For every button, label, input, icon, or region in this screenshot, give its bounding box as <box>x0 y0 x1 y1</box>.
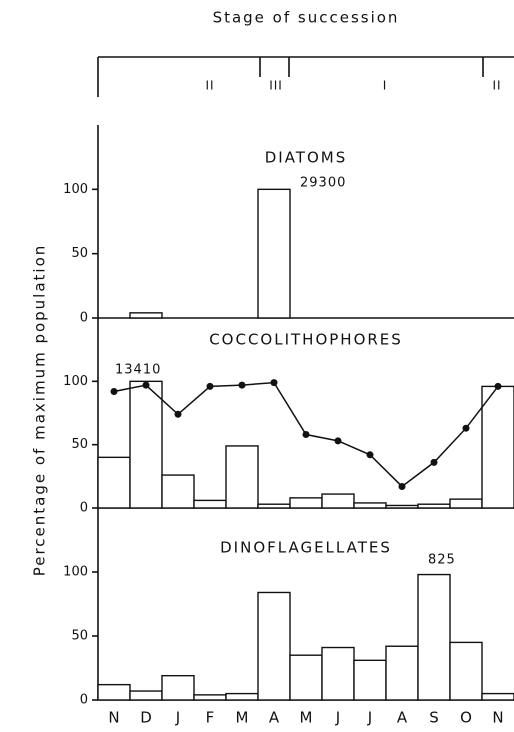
annotation: 29300 <box>300 176 346 191</box>
stage-label: II <box>492 79 501 93</box>
x-tick-label: A <box>269 709 280 727</box>
bar <box>225 692 259 701</box>
x-tick-label: M <box>300 709 313 727</box>
bar <box>481 385 514 509</box>
bar <box>417 503 451 509</box>
y-tick-label: 0 <box>80 501 88 516</box>
y-axis-label: Percentage of maximum population <box>31 244 49 577</box>
bar <box>225 445 259 509</box>
point <box>302 431 310 439</box>
bar <box>353 502 387 509</box>
point <box>206 382 214 390</box>
stage-label: I <box>383 79 388 93</box>
bar <box>129 312 163 319</box>
stage-label: III <box>269 79 283 93</box>
bar <box>97 683 131 701</box>
point <box>494 382 502 390</box>
bar <box>417 573 451 701</box>
point <box>398 482 406 490</box>
bar <box>385 645 419 701</box>
y-tick-label: 100 <box>63 182 88 197</box>
bar <box>481 692 514 701</box>
bar <box>385 504 419 509</box>
x-tick-label: N <box>492 709 503 727</box>
bar <box>449 498 483 509</box>
x-tick-label: J <box>175 709 180 727</box>
x-tick-label: M <box>236 709 249 727</box>
annotation: 13410 <box>115 363 161 378</box>
point <box>238 381 246 389</box>
bar <box>289 654 323 701</box>
point <box>110 387 118 395</box>
point <box>366 451 374 459</box>
bar <box>161 674 195 701</box>
x-tick-label: N <box>108 709 119 727</box>
stage-bar <box>97 56 514 97</box>
x-tick-label: D <box>140 709 152 727</box>
x-tick-label: O <box>460 709 472 727</box>
panel-title: DINOFLAGELLATES <box>220 539 392 557</box>
y-tick-label: 50 <box>71 437 88 452</box>
bar <box>321 493 355 509</box>
bar <box>97 456 131 509</box>
bar <box>129 380 163 509</box>
y-tick-label: 0 <box>80 311 88 326</box>
x-tick-label: J <box>367 709 372 727</box>
x-tick-label: J <box>335 709 340 727</box>
point <box>142 381 150 389</box>
point <box>270 379 278 387</box>
bar <box>257 503 291 509</box>
bar <box>353 659 387 701</box>
bar <box>193 694 227 701</box>
bar <box>449 641 483 701</box>
bar <box>257 188 291 319</box>
bar <box>321 646 355 701</box>
point <box>462 424 470 432</box>
annotation: 825 <box>428 553 456 568</box>
bar <box>257 591 291 701</box>
point <box>174 410 182 418</box>
bar <box>129 690 163 701</box>
y-tick-label: 100 <box>63 565 88 580</box>
bar <box>289 497 323 509</box>
point <box>430 458 438 466</box>
y-tick-label: 50 <box>71 246 88 261</box>
bar <box>193 499 227 509</box>
y-tick-label: 100 <box>63 374 88 389</box>
bar <box>161 474 195 509</box>
y-tick-label: 50 <box>71 629 88 644</box>
point <box>334 437 342 445</box>
stage-title: Stage of succession <box>213 9 400 27</box>
x-tick-label: A <box>397 709 408 727</box>
x-tick-label: F <box>206 709 215 727</box>
panel-title: DIATOMS <box>265 149 348 167</box>
y-tick-label: 0 <box>80 693 88 708</box>
x-tick-label: S <box>429 709 439 727</box>
stage-label: II <box>205 79 214 93</box>
panel-title: COCCOLITHOPHORES <box>209 331 403 349</box>
